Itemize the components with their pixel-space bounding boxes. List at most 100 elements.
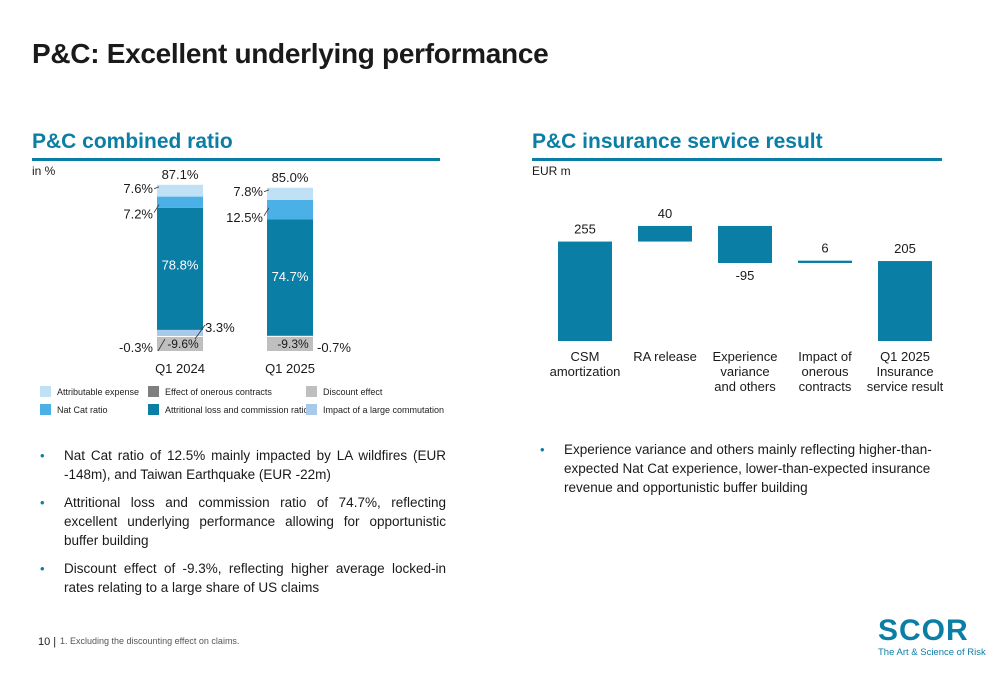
bar-segment-label: -9.6% [167,337,199,351]
bar-segment-label: 7.8% [233,184,263,199]
combined-ratio-chart: 87.1% 78.8% 7.6% 7.2% -9.6% -0.3% 3.3% Q1 2024 8… [119,170,351,376]
bullet-dot-icon: • [40,448,45,463]
category-label: Q1 2024 [155,361,205,376]
scor-logo-mark: SCOR [878,614,968,647]
legend-swatch [306,386,317,397]
category-label: Impact of [798,349,852,364]
waterfall-bar [878,261,932,341]
waterfall-value-label: 6 [821,241,828,256]
waterfall-value-label: -95 [736,268,755,283]
waterfall-value-label: 205 [894,241,916,256]
combined-ratio-section-rule [32,158,440,161]
category-label: contracts [799,379,852,394]
category-label: and others [714,379,776,394]
legend-item: Effect of onerous contracts [148,386,272,397]
bar-segment-commutation [157,329,203,335]
bar-total-label: 87.1% [162,170,199,182]
legend-label: Attributable expense [57,386,140,397]
legend-label: Effect of onerous contracts [165,386,272,397]
leader-line [194,324,206,340]
bar-total-label: 85.0% [272,170,309,185]
bar-segment [267,219,313,335]
legend-item: Impact of a large commutation [306,404,444,415]
page-title: P&C: Excellent underlying performance [32,38,549,69]
category-label: Q1 2025 [265,361,315,376]
category-label: Insurance [876,364,933,379]
page-number: 10 | [38,636,57,648]
legend-item: Nat Cat ratio [40,404,108,415]
category-label: variance [720,364,769,379]
legend-swatch [306,404,317,415]
combined-ratio-bullet-item: • Attritional loss and commission ratio o… [40,493,446,550]
legend-swatch [148,386,159,397]
bar-segment-label: 7.2% [123,207,153,222]
service-result-section-title: P&C insurance service result [532,130,823,153]
svg-text:SCOR: SCOR [878,614,968,644]
legend-item: Attritional loss and commission ratio1 [148,404,312,415]
legend-item: Attributable expense [40,386,139,397]
legend-label: Impact of a large commutation [323,404,445,415]
bar-segment-label: -0.7% [317,340,351,355]
leader-line [157,338,166,352]
bar-segment [157,184,203,197]
bar-segment-discount [267,337,313,351]
bar-segment-discount [157,337,203,351]
category-label: RA release [633,349,697,364]
bar-segment [157,196,203,208]
bar-segment [157,207,203,330]
leader-line [153,186,160,190]
service-result-bullet-text: Experience variance and others mainly re… [564,442,932,495]
combined-ratio-bullets: • Nat Cat ratio of 12.5% mainly impacted … [40,446,446,606]
bar-segment-label: 3.3% [205,320,235,335]
bar-segment-onerous [267,335,313,337]
category-label: Experience [712,349,777,364]
waterfall-value-label: 40 [658,206,672,221]
category-label: CSM [571,349,600,364]
combined-ratio-bullet-item: • Nat Cat ratio of 12.5% mainly impacted … [40,446,446,484]
leader-line [153,204,160,213]
legend-item: Discount effect [306,386,382,397]
waterfall-bar [638,225,692,242]
scor-logo-tagline: The Art & Science of Risk [878,647,986,658]
scor-logo: SCOR The Art & Science of Risk [878,614,986,658]
footnote: 1. Excluding the discounting effect on c… [60,636,240,646]
waterfall-bar [718,225,772,263]
bullet-dot-icon: • [40,561,45,576]
leader-line [263,207,270,217]
legend-label: Attritional loss and commission ratio [165,404,309,415]
legend-swatch [40,404,51,415]
bullet-dot-icon: • [40,495,45,510]
combined-ratio-section-title: P&C combined ratio [32,130,233,153]
bar-segment-label: -9.3% [277,337,309,351]
service-result-bullets: • Experience variance and others mainly r… [540,440,940,506]
bar-segment [267,187,313,200]
combined-ratio-bullet-item: • Discount effect of -9.3%, reflecting hi… [40,559,446,597]
service-result-unit: EUR m [532,164,571,178]
bullet-dot-icon: • [540,442,545,457]
leader-line [263,189,270,193]
waterfall-bar [558,241,612,341]
bar-segment [267,199,313,220]
waterfall-value-label: 255 [574,222,596,237]
bar-segment-label: 74.7% [272,269,309,284]
category-label: service result [867,379,944,394]
combined-ratio-bullet-text: Discount effect of -9.3%, reflecting hig… [64,561,446,595]
bar-segment-label: 12.5% [226,210,263,225]
legend-swatch [40,386,51,397]
service-result-bullet-item: • Experience variance and others mainly r… [540,440,940,497]
category-label: amortization [550,364,621,379]
legend-swatch [148,404,159,415]
combined-ratio-bullet-text: Attritional loss and commission ratio of… [64,495,446,548]
combined-ratio-unit: in % [32,164,56,178]
bar-segment-label: 78.8% [162,258,199,273]
category-label: Q1 2025 [880,349,930,364]
service-result-section-rule [532,158,942,161]
waterfall-bar [798,260,852,263]
category-label: onerous [802,364,849,379]
combined-ratio-bullet-text: Nat Cat ratio of 12.5% mainly impacted b… [64,448,446,482]
legend-label: Nat Cat ratio [57,404,108,415]
bar-segment-label: 7.6% [123,181,153,196]
bar-segment-label: -0.3% [119,340,153,355]
legend-label: Discount effect [323,386,383,397]
